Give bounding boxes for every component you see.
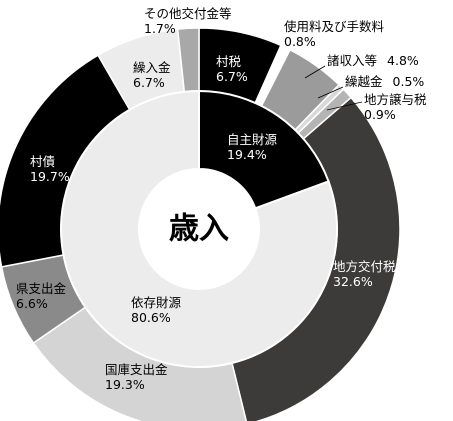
label-shiyoryo: 使用料及び手数料 0.8% (284, 19, 385, 49)
label-value-kenshishutsu: 6.6% (16, 296, 48, 311)
leader-line-kurikoshi (317, 86, 344, 99)
label-izon: 依存財源 80.6% (131, 295, 182, 325)
label-name-kofuzei: 地方交付税 (333, 259, 396, 274)
label-name-shiyoryo: 使用料及び手数料 (284, 19, 385, 34)
label-value-kofuzei: 32.6% (333, 274, 373, 289)
label-value-sonotakofu: 1.7% (144, 21, 176, 36)
label-name-sonotakofu: その他交付金等 (144, 6, 232, 21)
label-value-izon: 80.6% (131, 310, 171, 325)
leader-lines (304, 65, 363, 111)
label-name-kenshishutsu: 県支出金 (16, 281, 67, 296)
label-value-shiyoryo: 0.8% (284, 34, 316, 49)
label-value-shoshunyu: 4.8% (387, 53, 419, 68)
label-name-kokko: 国庫支出金 (105, 362, 168, 377)
label-kenshishutsu: 県支出金 6.6% (16, 281, 67, 311)
label-jouyozei: 地方譲与税 0.9% (364, 92, 427, 122)
label-name-shoshunyu: 諸収入等 (327, 53, 377, 68)
label-sonotakofu: その他交付金等 1.7% (144, 6, 232, 36)
label-value-jouyozei: 0.9% (364, 107, 396, 122)
label-value-sonzei: 6.7% (216, 69, 248, 84)
chart-title: 歳入 (169, 212, 229, 247)
label-value-kurinyu: 6.7% (133, 75, 165, 90)
label-sonsai: 村債 19.7% (30, 154, 70, 184)
label-kofuzei: 地方交付税 32.6% (333, 259, 396, 289)
leader-line-shoshunyu (304, 65, 326, 79)
center-disc (139, 169, 259, 289)
label-value-sonsai: 19.7% (30, 169, 70, 184)
labels: 村税 6.7%使用料及び手数料 0.8%諸収入等 4.8%繰越金 0.5%地方譲与税 0.… (16, 6, 427, 392)
label-kurinyu: 繰入金 6.7% (133, 60, 171, 90)
label-name-jishu: 自主財源 (227, 132, 278, 147)
label-name-sonsai: 村債 (30, 154, 55, 169)
label-name-jouyozei: 地方譲与税 (364, 92, 427, 107)
outer-ring (0, 27, 401, 421)
label-name-sonzei: 村税 (216, 54, 242, 69)
label-kurikoshi: 繰越金 0.5% (345, 74, 424, 89)
label-value-kokko: 19.3% (105, 377, 145, 392)
label-name-kurikoshi: 繰越金 (345, 74, 383, 89)
slice-jishu (198, 89, 330, 210)
leader-line-jouyozei (326, 101, 363, 111)
label-name-izon: 依存財源 (131, 295, 182, 310)
label-sonzei: 村税 6.7% (216, 54, 248, 84)
label-value-kurikoshi: 0.5% (393, 74, 425, 89)
label-name-kurinyu: 繰入金 (133, 60, 171, 75)
label-kokko: 国庫支出金 19.3% (105, 362, 168, 392)
label-shoshunyu: 諸収入等 4.8% (327, 53, 419, 68)
label-value-jishu: 19.4% (227, 147, 267, 162)
label-jishu: 自主財源 19.4% (227, 132, 278, 162)
